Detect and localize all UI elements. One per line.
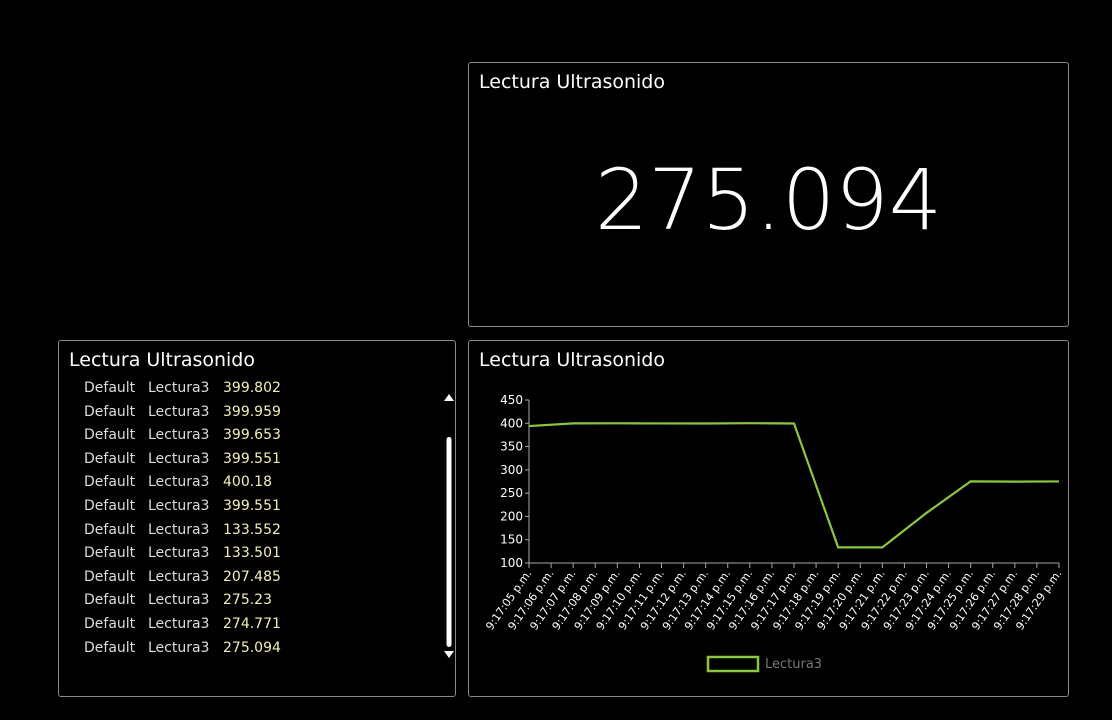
log-value: 399.653 (223, 427, 281, 444)
y-tick-label: 450 (500, 393, 523, 407)
y-tick-label: 300 (500, 463, 523, 477)
log-value: 274.771 (223, 616, 281, 632)
log-value: 399.551 (223, 498, 281, 514)
log-channel: Lectura3 (148, 568, 210, 585)
series-line (528, 422, 1060, 549)
log-value: 399.551 (223, 450, 281, 467)
y-tick-label: 350 (500, 440, 523, 454)
log-value: 275.094 (223, 639, 281, 656)
log-source: Default (84, 521, 136, 538)
log-source: Default (84, 450, 136, 467)
scroll-down[interactable] (444, 651, 454, 658)
log-value: 275.23 (223, 592, 272, 609)
log-value: 133.501 (223, 545, 281, 562)
value-panel: Lectura Ultrasonido 275.094 (468, 62, 1069, 327)
log-source: Default (84, 427, 136, 444)
log-source: Default (84, 568, 136, 585)
panel-title: Lectura Ultrasonido (69, 349, 255, 371)
log-value: 133.552 (223, 521, 281, 538)
log-source: Default (84, 639, 136, 656)
y-tick-label: 150 (500, 533, 523, 547)
log-channel: Lectura3 (148, 639, 210, 656)
log-channel: Lectura3 (148, 381, 210, 396)
log-channel: Lectura3 (148, 545, 210, 562)
legend-swatch (706, 655, 760, 673)
chart-panel: Lectura Ultrasonido 100 150 200 250 300 350 40… (468, 340, 1069, 697)
log-channel: Lectura3 (148, 450, 210, 467)
log-panel: Lectura Ultrasonido Default Lectura3 399.8… (58, 340, 456, 697)
log-source: Default (84, 381, 136, 396)
log-channel: Lectura3 (148, 498, 210, 514)
legend-label: Lectura3 (765, 657, 822, 672)
log-channel: Lectura3 (148, 427, 210, 444)
log-list: Default Lectura3 399.802 Default Lectura3 399… (84, 381, 444, 661)
log-value: 399.959 (223, 403, 281, 420)
panel-title: Lectura Ultrasonido (479, 71, 665, 93)
log-source: Default (84, 474, 136, 491)
log-channel: Lectura3 (148, 592, 210, 609)
log-source: Default (84, 403, 136, 420)
log-value: 399.802 (223, 381, 281, 396)
log-source: Default (84, 616, 136, 632)
scroll-thumb[interactable] (446, 437, 452, 647)
y-tick-label: 200 (500, 509, 523, 523)
log-source: Default (84, 498, 136, 514)
current-value: 275.094 (594, 151, 943, 249)
log-value: 400.18 (223, 474, 272, 491)
log-channel: Lectura3 (148, 474, 210, 491)
y-tick-label: 400 (500, 416, 523, 430)
y-tick-label: 100 (500, 556, 523, 570)
log-source: Default (84, 545, 136, 562)
log-channel: Lectura3 (148, 521, 210, 538)
scrollbar[interactable] (439, 389, 459, 669)
chart-title: Lectura Ultrasonido (479, 349, 665, 371)
log-value: 207.485 (223, 568, 281, 585)
log-channel: Lectura3 (148, 616, 210, 632)
scroll-up[interactable] (444, 394, 454, 401)
log-source: Default (84, 592, 136, 609)
y-tick-label: 250 (500, 486, 523, 500)
log-channel: Lectura3 (148, 403, 210, 420)
